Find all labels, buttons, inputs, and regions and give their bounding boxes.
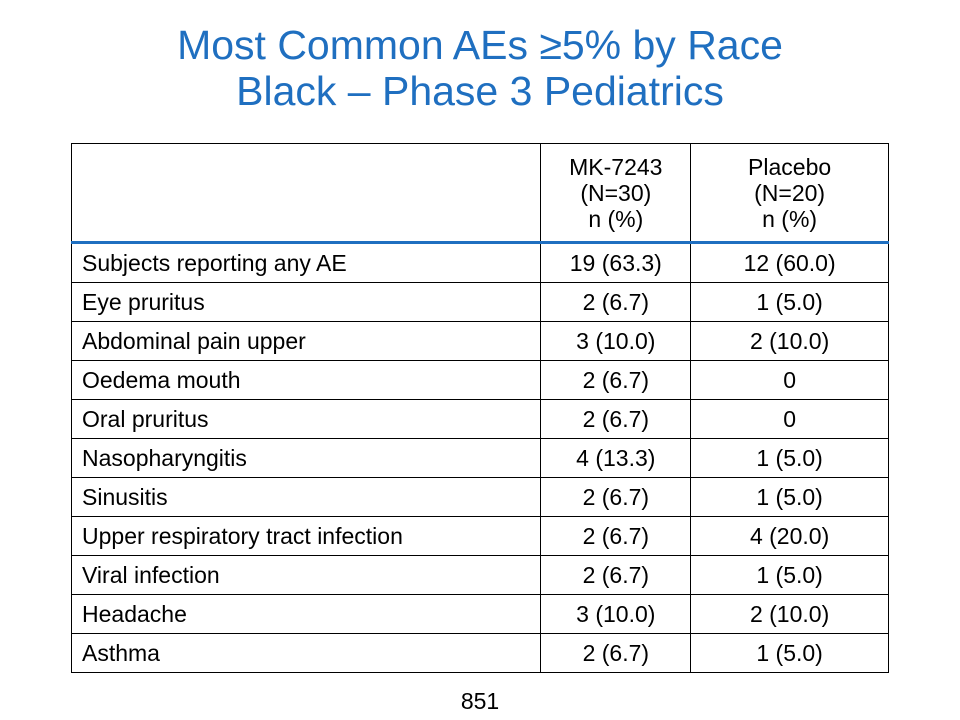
slide-title: Most Common AEs ≥5% by Race Black – Phas… xyxy=(0,22,960,114)
header-mk7243-unit: n (%) xyxy=(588,205,644,232)
row-term: Oral pruritus xyxy=(70,399,542,439)
table-row: Headache 3 (10.0) 2 (10.0) xyxy=(70,594,889,634)
row-placebo-value: 0 xyxy=(690,399,889,439)
table-row: Nasopharyngitis 4 (13.3) 1 (5.0) xyxy=(70,438,889,478)
table-row: Abdominal pain upper 3 (10.0) 2 (10.0) xyxy=(70,321,889,361)
row-placebo-value: 2 (10.0) xyxy=(690,594,889,634)
row-term: Nasopharyngitis xyxy=(70,438,542,478)
title-line-2: Black – Phase 3 Pediatrics xyxy=(236,68,724,114)
row-term: Viral infection xyxy=(70,555,542,595)
row-term: Sinusitis xyxy=(70,477,542,517)
table-row: Sinusitis 2 (6.7) 1 (5.0) xyxy=(70,477,889,517)
row-mk7243-value: 3 (10.0) xyxy=(540,594,692,634)
row-term: Abdominal pain upper xyxy=(70,321,542,361)
row-mk7243-value: 2 (6.7) xyxy=(540,633,692,673)
header-placebo-unit: n (%) xyxy=(762,205,818,232)
row-placebo-value: 1 (5.0) xyxy=(690,633,889,673)
row-term: Subjects reporting any AE xyxy=(70,242,542,283)
row-mk7243-value: 2 (6.7) xyxy=(540,516,692,556)
row-placebo-value: 1 (5.0) xyxy=(690,282,889,322)
header-mk7243: MK-7243 (N=30) n (%) xyxy=(540,143,692,244)
row-mk7243-value: 2 (6.7) xyxy=(540,477,692,517)
header-placebo: Placebo (N=20) n (%) xyxy=(690,143,889,244)
row-placebo-value: 1 (5.0) xyxy=(690,555,889,595)
title-line-1: Most Common AEs ≥5% by Race xyxy=(177,22,783,68)
header-mk7243-n: (N=30) xyxy=(580,179,652,206)
table-header-row: MK-7243 (N=30) n (%) Placebo (N=20) n (%… xyxy=(70,143,889,244)
row-mk7243-value: 2 (6.7) xyxy=(540,360,692,400)
row-placebo-value: 0 xyxy=(690,360,889,400)
table-row: Oral pruritus 2 (6.7) 0 xyxy=(70,399,889,439)
header-mk7243-name: MK-7243 xyxy=(569,153,663,180)
row-placebo-value: 2 (10.0) xyxy=(690,321,889,361)
row-mk7243-value: 19 (63.3) xyxy=(540,242,692,283)
row-mk7243-value: 3 (10.0) xyxy=(540,321,692,361)
row-term: Asthma xyxy=(70,633,542,673)
row-mk7243-value: 2 (6.7) xyxy=(540,282,692,322)
header-term-cell xyxy=(70,143,542,244)
row-placebo-value: 12 (60.0) xyxy=(690,242,889,283)
table-row: Subjects reporting any AE 19 (63.3) 12 (… xyxy=(70,242,889,283)
row-placebo-value: 4 (20.0) xyxy=(690,516,889,556)
table-row: Upper respiratory tract infection 2 (6.7… xyxy=(70,516,889,556)
row-mk7243-value: 4 (13.3) xyxy=(540,438,692,478)
adverse-events-table: MK-7243 (N=30) n (%) Placebo (N=20) n (%… xyxy=(70,143,889,673)
table-row: Oedema mouth 2 (6.7) 0 xyxy=(70,360,889,400)
row-term: Eye pruritus xyxy=(70,282,542,322)
row-mk7243-value: 2 (6.7) xyxy=(540,399,692,439)
table-row: Viral infection 2 (6.7) 1 (5.0) xyxy=(70,555,889,595)
row-placebo-value: 1 (5.0) xyxy=(690,477,889,517)
row-term: Upper respiratory tract infection xyxy=(70,516,542,556)
table-row: Eye pruritus 2 (6.7) 1 (5.0) xyxy=(70,282,889,322)
row-placebo-value: 1 (5.0) xyxy=(690,438,889,478)
row-term: Headache xyxy=(70,594,542,634)
row-term: Oedema mouth xyxy=(70,360,542,400)
header-placebo-n: (N=20) xyxy=(754,179,826,206)
page-number: 851 xyxy=(460,688,500,714)
table-row: Asthma 2 (6.7) 1 (5.0) xyxy=(70,633,889,673)
row-mk7243-value: 2 (6.7) xyxy=(540,555,692,595)
header-placebo-name: Placebo xyxy=(748,153,832,180)
